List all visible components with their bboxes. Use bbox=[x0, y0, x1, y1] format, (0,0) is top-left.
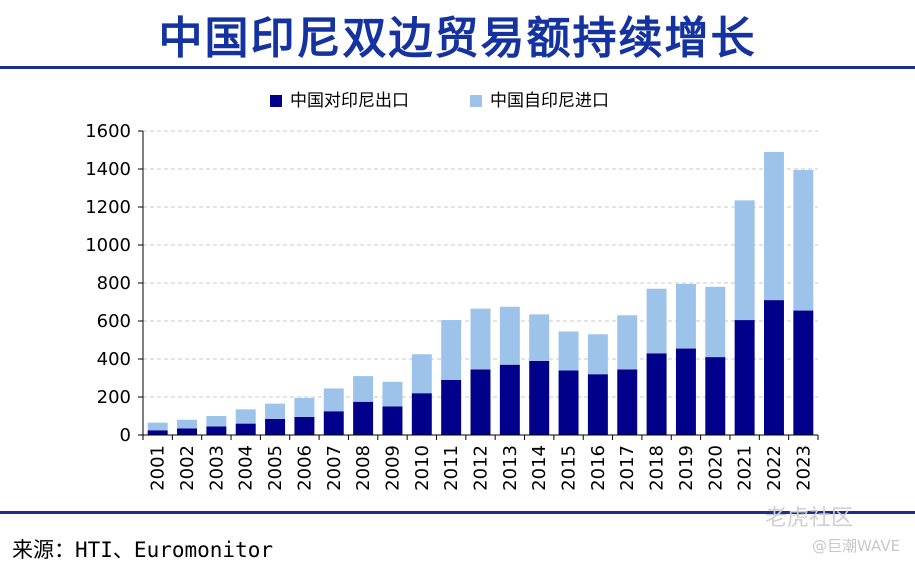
x-tick-label: 2008 bbox=[353, 445, 374, 491]
watermark-sub: @巨潮WAVE bbox=[812, 537, 901, 555]
bar-export bbox=[558, 370, 579, 435]
watermark-main: 老虎社区 bbox=[765, 506, 854, 531]
x-tick-label: 2011 bbox=[441, 445, 462, 491]
bar-export bbox=[235, 423, 256, 435]
chart-bars bbox=[147, 151, 814, 435]
bar-export bbox=[675, 348, 696, 435]
x-axis: 2001 2002 2003 2004 2005 2006 2007 2008 2009 2010… bbox=[142, 434, 819, 491]
x-tick-label: 2022 bbox=[764, 445, 785, 491]
bar-import bbox=[206, 416, 227, 427]
y-tick-label: 800 bbox=[97, 273, 131, 294]
chart-legend: 中国对印尼出口 中国自印尼进口 bbox=[270, 91, 609, 111]
x-tick-label: 2005 bbox=[265, 445, 286, 491]
bar-import bbox=[764, 151, 784, 301]
y-axis: 0 200 400 600 800 1000 1200 1400 1600 bbox=[85, 121, 144, 446]
x-tick-label: 2015 bbox=[559, 445, 580, 491]
y-tick-label: 1200 bbox=[85, 197, 131, 218]
bar-import bbox=[705, 286, 726, 358]
bar-import bbox=[441, 320, 462, 380]
bar-export bbox=[617, 369, 638, 435]
x-tick-label: 2007 bbox=[324, 445, 345, 491]
x-tick-label: 2016 bbox=[588, 445, 609, 491]
bar-import bbox=[411, 354, 432, 394]
x-tick-label: 2012 bbox=[471, 445, 492, 491]
bar-import bbox=[793, 169, 814, 311]
bar-export bbox=[470, 369, 491, 435]
bar-import bbox=[675, 283, 696, 349]
bar-export bbox=[177, 428, 197, 435]
stacked-bar-chart: 中国对印尼出口 中国自印尼进口 0 200 400 600 800 1000 1200 140… bbox=[85, 91, 819, 491]
y-tick-label: 200 bbox=[97, 387, 131, 408]
legend-swatch-export bbox=[270, 95, 282, 107]
bar-export bbox=[764, 300, 784, 435]
x-tick-label: 2021 bbox=[735, 445, 756, 491]
bar-export bbox=[147, 430, 168, 435]
y-tick-label: 1600 bbox=[85, 121, 131, 142]
footer-divider bbox=[0, 511, 915, 514]
bar-export bbox=[646, 353, 667, 435]
y-tick-label: 400 bbox=[97, 349, 131, 370]
bar-export bbox=[499, 364, 520, 435]
x-tick-label: 2017 bbox=[617, 445, 638, 491]
bar-import bbox=[382, 381, 403, 407]
y-tick-label: 600 bbox=[97, 311, 131, 332]
x-tick-label: 2001 bbox=[148, 445, 169, 491]
bar-import bbox=[177, 419, 197, 429]
legend-label-import: 中国自印尼进口 bbox=[490, 91, 609, 111]
x-tick-label: 2019 bbox=[676, 445, 697, 491]
bar-import bbox=[499, 306, 520, 365]
bar-export bbox=[411, 393, 432, 435]
x-tick-label: 2009 bbox=[382, 445, 403, 491]
x-tick-label: 2006 bbox=[294, 445, 315, 491]
bar-export bbox=[265, 418, 286, 435]
bar-import bbox=[235, 409, 256, 424]
bar-export bbox=[206, 426, 227, 435]
x-tick-label: 2014 bbox=[529, 445, 550, 491]
x-tick-label: 2002 bbox=[177, 445, 198, 491]
y-tick-label: 0 bbox=[120, 425, 131, 446]
bar-export bbox=[323, 411, 344, 435]
page-title: 中国印尼双边贸易额持续增长 bbox=[158, 13, 757, 64]
x-tick-label: 2003 bbox=[206, 445, 227, 491]
bar-export bbox=[793, 310, 814, 435]
bar-export bbox=[441, 379, 462, 435]
source-note: 来源：HTI、Euromonitor bbox=[12, 538, 274, 562]
x-tick-label: 2023 bbox=[793, 445, 814, 491]
x-tick-label: 2004 bbox=[236, 445, 257, 491]
bar-export bbox=[294, 416, 315, 435]
x-tick-label: 2010 bbox=[412, 445, 433, 491]
y-tick-label: 1000 bbox=[85, 235, 131, 256]
bar-import bbox=[734, 200, 755, 321]
bar-export bbox=[529, 360, 550, 435]
bar-import bbox=[470, 308, 491, 370]
bar-export bbox=[705, 357, 726, 435]
y-tick-label: 1400 bbox=[85, 159, 131, 180]
bar-export bbox=[353, 401, 374, 435]
legend-swatch-import bbox=[470, 95, 482, 107]
x-tick-label: 2020 bbox=[705, 445, 726, 491]
bar-import bbox=[353, 376, 374, 402]
bar-import bbox=[617, 315, 638, 370]
bar-export bbox=[587, 374, 608, 435]
bar-export bbox=[734, 320, 755, 435]
bar-import bbox=[558, 331, 579, 371]
bar-import bbox=[646, 288, 667, 354]
x-tick-label: 2013 bbox=[500, 445, 521, 491]
bar-export bbox=[382, 406, 403, 435]
bar-import bbox=[147, 422, 168, 431]
bar-import bbox=[587, 334, 608, 375]
bar-import bbox=[323, 388, 344, 412]
bar-import bbox=[265, 403, 286, 419]
legend-label-export: 中国对印尼出口 bbox=[290, 91, 409, 111]
x-tick-label: 2018 bbox=[647, 445, 668, 491]
bar-import bbox=[529, 314, 550, 361]
title-divider bbox=[0, 66, 915, 69]
bar-import bbox=[294, 397, 315, 417]
